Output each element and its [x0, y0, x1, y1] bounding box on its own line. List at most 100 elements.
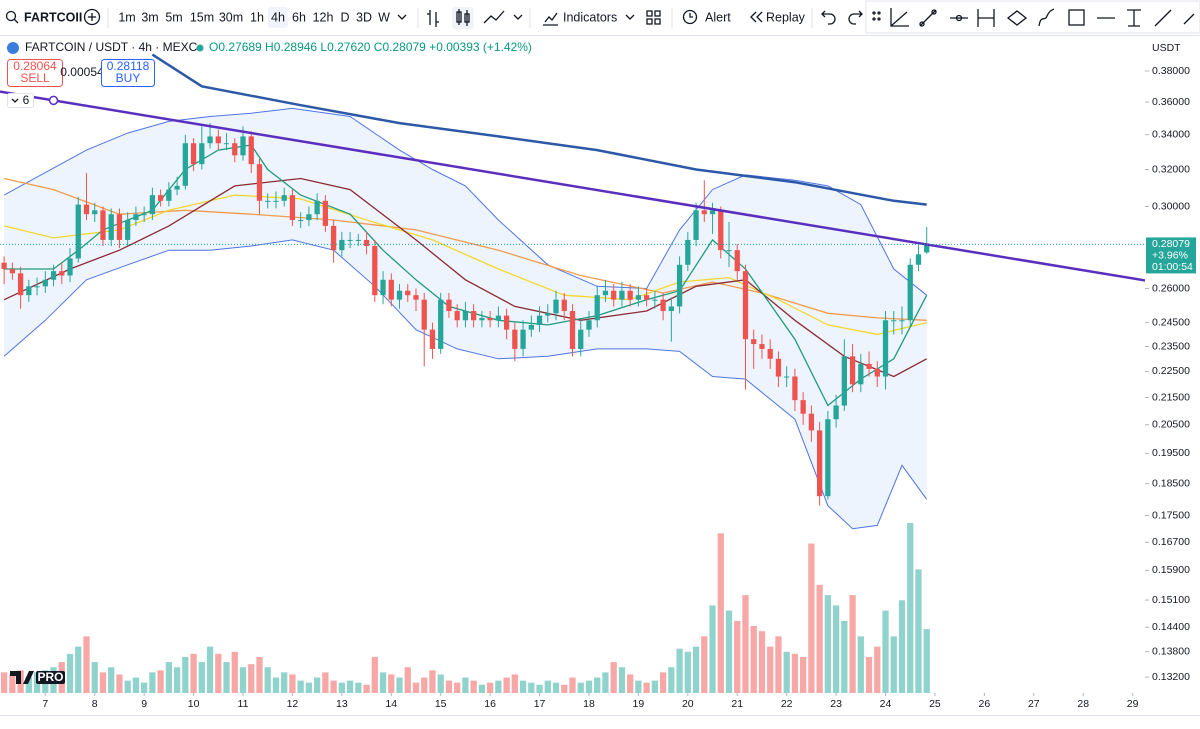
- candle-body: [347, 239, 353, 241]
- volume-bar: [890, 636, 897, 693]
- sell-label[interactable]: SELL: [20, 71, 50, 85]
- volume-bar: [783, 651, 790, 693]
- volume-bar: [635, 680, 642, 693]
- pair-title[interactable]: FARTCOIN / USDT · 4h · MEXC: [25, 40, 198, 54]
- interval-button[interactable]: 6h: [292, 10, 306, 24]
- interval-button[interactable]: 1h: [250, 10, 264, 24]
- candle-body: [330, 225, 337, 251]
- x-tick-label: 14: [385, 698, 397, 710]
- candle-body: [223, 143, 230, 145]
- moving-average: [151, 53, 927, 206]
- plot-area: [0, 53, 1145, 693]
- candle-body: [866, 363, 872, 369]
- candle-body: [26, 286, 32, 296]
- indicator-count[interactable]: 6: [23, 93, 30, 107]
- undo-button[interactable]: [821, 10, 836, 25]
- replay-icon[interactable]: [750, 11, 763, 23]
- redo-button[interactable]: [848, 10, 863, 25]
- y-tick-label: 0.13800: [1152, 645, 1190, 657]
- candle-body: [520, 329, 526, 349]
- y-tick-label: 0.38000: [1152, 65, 1190, 77]
- volume-bar: [454, 682, 461, 693]
- x-tick-label: 29: [1127, 698, 1139, 710]
- volume-bar: [528, 682, 535, 693]
- interval-button[interactable]: 1m: [118, 10, 135, 24]
- buy-button[interactable]: [101, 59, 155, 87]
- volume-bar: [536, 684, 543, 693]
- volume-bar: [742, 595, 749, 693]
- candle-type[interactable]: [456, 9, 470, 26]
- volume-bar: [289, 674, 296, 693]
- last-price-change: +3.96%: [1152, 250, 1188, 262]
- volume-bar: [322, 672, 329, 693]
- candle-body: [157, 195, 164, 201]
- y-tick-label: 0.24500: [1152, 316, 1190, 328]
- x-tick-label: 17: [534, 698, 546, 710]
- volume-bar: [684, 651, 691, 693]
- currency-label[interactable]: USDT: [1152, 42, 1181, 54]
- interval-button[interactable]: 15m: [190, 10, 214, 24]
- alert-button[interactable]: Alert: [705, 10, 731, 24]
- indicators-button[interactable]: Indicators: [563, 10, 617, 24]
- volume-bar: [676, 648, 683, 693]
- volume-bar: [544, 680, 551, 693]
- candle-body: [248, 136, 254, 165]
- interval-button[interactable]: 12h: [313, 10, 334, 24]
- y-tick-label: 0.19500: [1152, 447, 1190, 459]
- candle-body: [116, 214, 123, 240]
- candle-body: [289, 195, 296, 221]
- layout-button[interactable]: [646, 10, 661, 25]
- y-tick-label: 0.13200: [1152, 671, 1190, 683]
- y-tick-label: 0.22500: [1152, 365, 1190, 377]
- interval-button[interactable]: 3m: [141, 10, 158, 24]
- interval-button[interactable]: D: [340, 10, 349, 24]
- candle-body: [536, 315, 543, 325]
- candle-body: [421, 299, 427, 330]
- line-type[interactable]: [483, 10, 505, 24]
- replay-button[interactable]: Replay: [766, 10, 806, 24]
- interval-button[interactable]: W: [378, 10, 390, 24]
- symbol[interactable]: FARTCOII: [24, 10, 82, 24]
- interval-button[interactable]: 4h: [271, 10, 285, 24]
- volume-bar: [585, 680, 593, 693]
- alert-icon[interactable]: [682, 9, 698, 25]
- volume-bar: [264, 667, 271, 693]
- x-tick-label: 26: [979, 698, 991, 710]
- candle-body: [660, 299, 666, 312]
- volume-bar: [330, 680, 337, 693]
- indicators-toggle-icon[interactable]: [11, 98, 19, 103]
- y-tick-label: 0.18500: [1152, 477, 1190, 489]
- candle-body: [899, 320, 905, 322]
- candle-body: [611, 290, 617, 300]
- volume-bar: [173, 667, 181, 693]
- candle-body: [759, 344, 765, 349]
- candle-body: [561, 299, 567, 312]
- bar-type[interactable]: [427, 10, 439, 27]
- drawing-tools[interactable]: [872, 8, 1195, 27]
- buy-price[interactable]: 0.28118: [107, 59, 150, 73]
- candle-body: [644, 295, 650, 300]
- volume-bar: [594, 677, 601, 693]
- volume-bar: [165, 662, 172, 693]
- candle-body: [215, 136, 221, 144]
- indicators-toggle[interactable]: [7, 93, 34, 108]
- moving-average: [3, 177, 928, 378]
- buy-label[interactable]: BUY: [116, 71, 141, 85]
- compare-button[interactable]: [83, 8, 101, 26]
- candle-body: [446, 299, 452, 312]
- candle-body: [742, 271, 749, 340]
- interval-button[interactable]: 3D: [356, 10, 372, 24]
- volume-bar: [355, 682, 362, 693]
- volume-bar: [478, 684, 486, 693]
- interval-button[interactable]: 5m: [165, 10, 182, 24]
- indicators-menu[interactable]: [625, 14, 635, 20]
- sell-button[interactable]: [7, 59, 63, 87]
- interval-button[interactable]: 30m: [219, 10, 243, 24]
- indicators-icon[interactable]: [543, 12, 558, 26]
- volume-bar: [412, 682, 420, 693]
- search-icon[interactable]: [5, 10, 19, 24]
- candle-body: [273, 200, 279, 202]
- type-menu[interactable]: [513, 14, 523, 20]
- interval-menu[interactable]: [397, 14, 407, 20]
- sell-price[interactable]: 0.28064: [13, 59, 57, 73]
